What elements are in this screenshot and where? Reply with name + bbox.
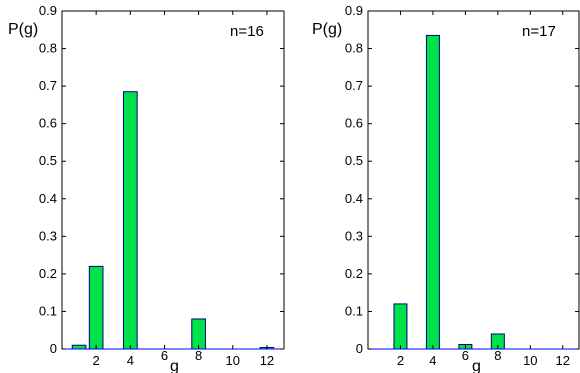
y-tick-label: 0 xyxy=(50,341,57,356)
x-tick-label: 2 xyxy=(93,353,100,368)
x-tick-label: 10 xyxy=(226,353,240,368)
bar-group xyxy=(393,34,505,350)
y-tick-label: 0.2 xyxy=(345,266,363,281)
y-tick-label: 0.4 xyxy=(39,191,57,206)
y-tick-label: 0.1 xyxy=(39,303,57,318)
sample-size-label: n=16 xyxy=(230,23,264,40)
bar-group xyxy=(71,91,275,350)
x-tick-label: 12 xyxy=(260,353,274,368)
bar-g-8 xyxy=(191,318,206,350)
bar-g-4 xyxy=(122,91,138,350)
x-tick-label: 6 xyxy=(161,348,168,363)
y-axis-title: P(g) xyxy=(312,21,342,38)
x-tick-label: 4 xyxy=(127,353,134,368)
y-tick-label: 0.9 xyxy=(345,3,363,18)
bar-g-2 xyxy=(88,265,104,350)
bar-g-1 xyxy=(71,344,87,350)
x-tick-label: 8 xyxy=(494,348,501,363)
y-tick-label: 0.9 xyxy=(39,3,57,18)
bar-g-4 xyxy=(425,34,440,350)
x-tick-label: 4 xyxy=(429,353,436,368)
y-tick-label: 0.3 xyxy=(345,228,363,243)
y-axis-title: P(g) xyxy=(8,21,38,38)
x-tick-label: 12 xyxy=(556,353,570,368)
x-tick-label: 2 xyxy=(397,353,404,368)
y-tick-label: 0.7 xyxy=(345,78,363,93)
y-tick-label: 0.8 xyxy=(39,41,57,56)
x-axis-title: g xyxy=(170,358,179,373)
y-tick-label: 0.7 xyxy=(39,78,57,93)
y-tick-label: 0.1 xyxy=(345,303,363,318)
y-tick-label: 0.2 xyxy=(39,266,57,281)
y-axis-ticks: 0 0.1 0.2 0.3 0.4 0.5 0.6 0.7 0.8 0.9 xyxy=(345,3,579,356)
y-tick-label: 0.5 xyxy=(345,153,363,168)
y-tick-label: 0.3 xyxy=(39,228,57,243)
x-axis-ticks: 2 4 6 8 10 12 xyxy=(93,11,274,368)
y-axis-ticks: 0 0.1 0.2 0.3 0.4 0.5 0.6 0.7 0.8 0.9 xyxy=(39,3,284,356)
y-tick-label: 0.6 xyxy=(345,116,363,131)
chart-panel-n17: 0 0.1 0.2 0.3 0.4 0.5 0.6 0.7 0.8 0.9 2 4 6 8 10 12 P(… xyxy=(312,3,580,373)
x-tick-label: 8 xyxy=(195,348,202,363)
x-axis-title: g xyxy=(472,358,481,373)
chart-panel-n16: 0 0.1 0.2 0.3 0.4 0.5 0.6 0.7 0.8 0.9 2 4 6 8 10 12 P(… xyxy=(8,3,285,373)
x-tick-label: 6 xyxy=(462,348,469,363)
y-tick-label: 0.6 xyxy=(39,116,57,131)
x-axis-ticks: 2 4 6 8 10 12 xyxy=(397,11,570,368)
x-tick-label: 10 xyxy=(523,353,537,368)
plot-area-frame xyxy=(367,10,580,350)
y-tick-label: 0.5 xyxy=(39,153,57,168)
y-tick-label: 0.4 xyxy=(345,191,363,206)
y-tick-label: 0 xyxy=(356,341,363,356)
bar-g-2 xyxy=(393,303,408,350)
sample-size-label: n=17 xyxy=(522,23,556,40)
y-tick-label: 0.8 xyxy=(345,41,363,56)
